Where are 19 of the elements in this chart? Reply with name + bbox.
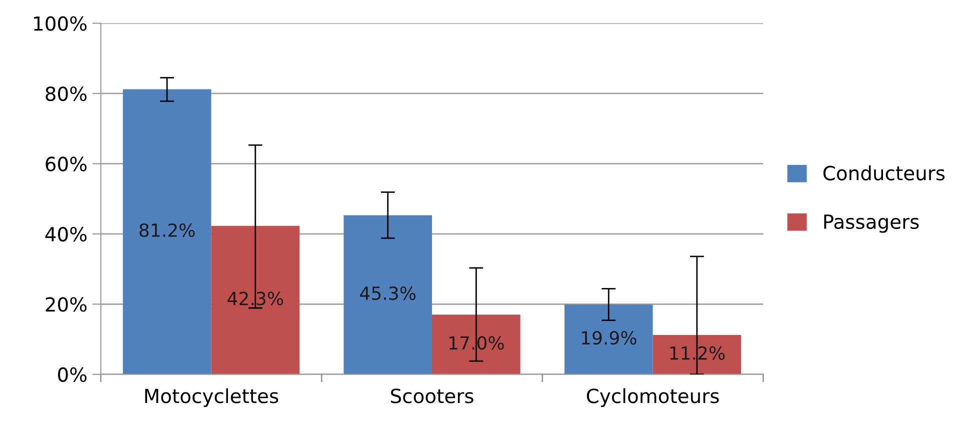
bar: [432, 314, 520, 374]
x-tick-label: Motocyclettes: [145, 388, 278, 408]
data-label: 19.9%: [582, 331, 636, 345]
y-tick-label: 100%: [34, 16, 87, 31]
y-tick-label: 60%: [46, 156, 87, 172]
bar: [122, 89, 212, 374]
bar: [344, 215, 432, 374]
y-tick-label: 80%: [46, 86, 87, 102]
x-tick-label: Scooters: [391, 388, 474, 404]
bar: [211, 226, 300, 374]
x-tick-label: Cyclomoteurs: [586, 388, 719, 408]
data-label: 81.2%: [140, 223, 195, 238]
bar: [564, 304, 653, 374]
y-tick-label: 20%: [46, 297, 87, 312]
y-tick-label: 40%: [45, 226, 87, 242]
legend-label: Conducteurs: [823, 165, 945, 180]
y-tick-label: 0%: [58, 367, 87, 382]
data-label: 45.3%: [360, 286, 416, 300]
legend-label: Passagers: [824, 214, 919, 233]
